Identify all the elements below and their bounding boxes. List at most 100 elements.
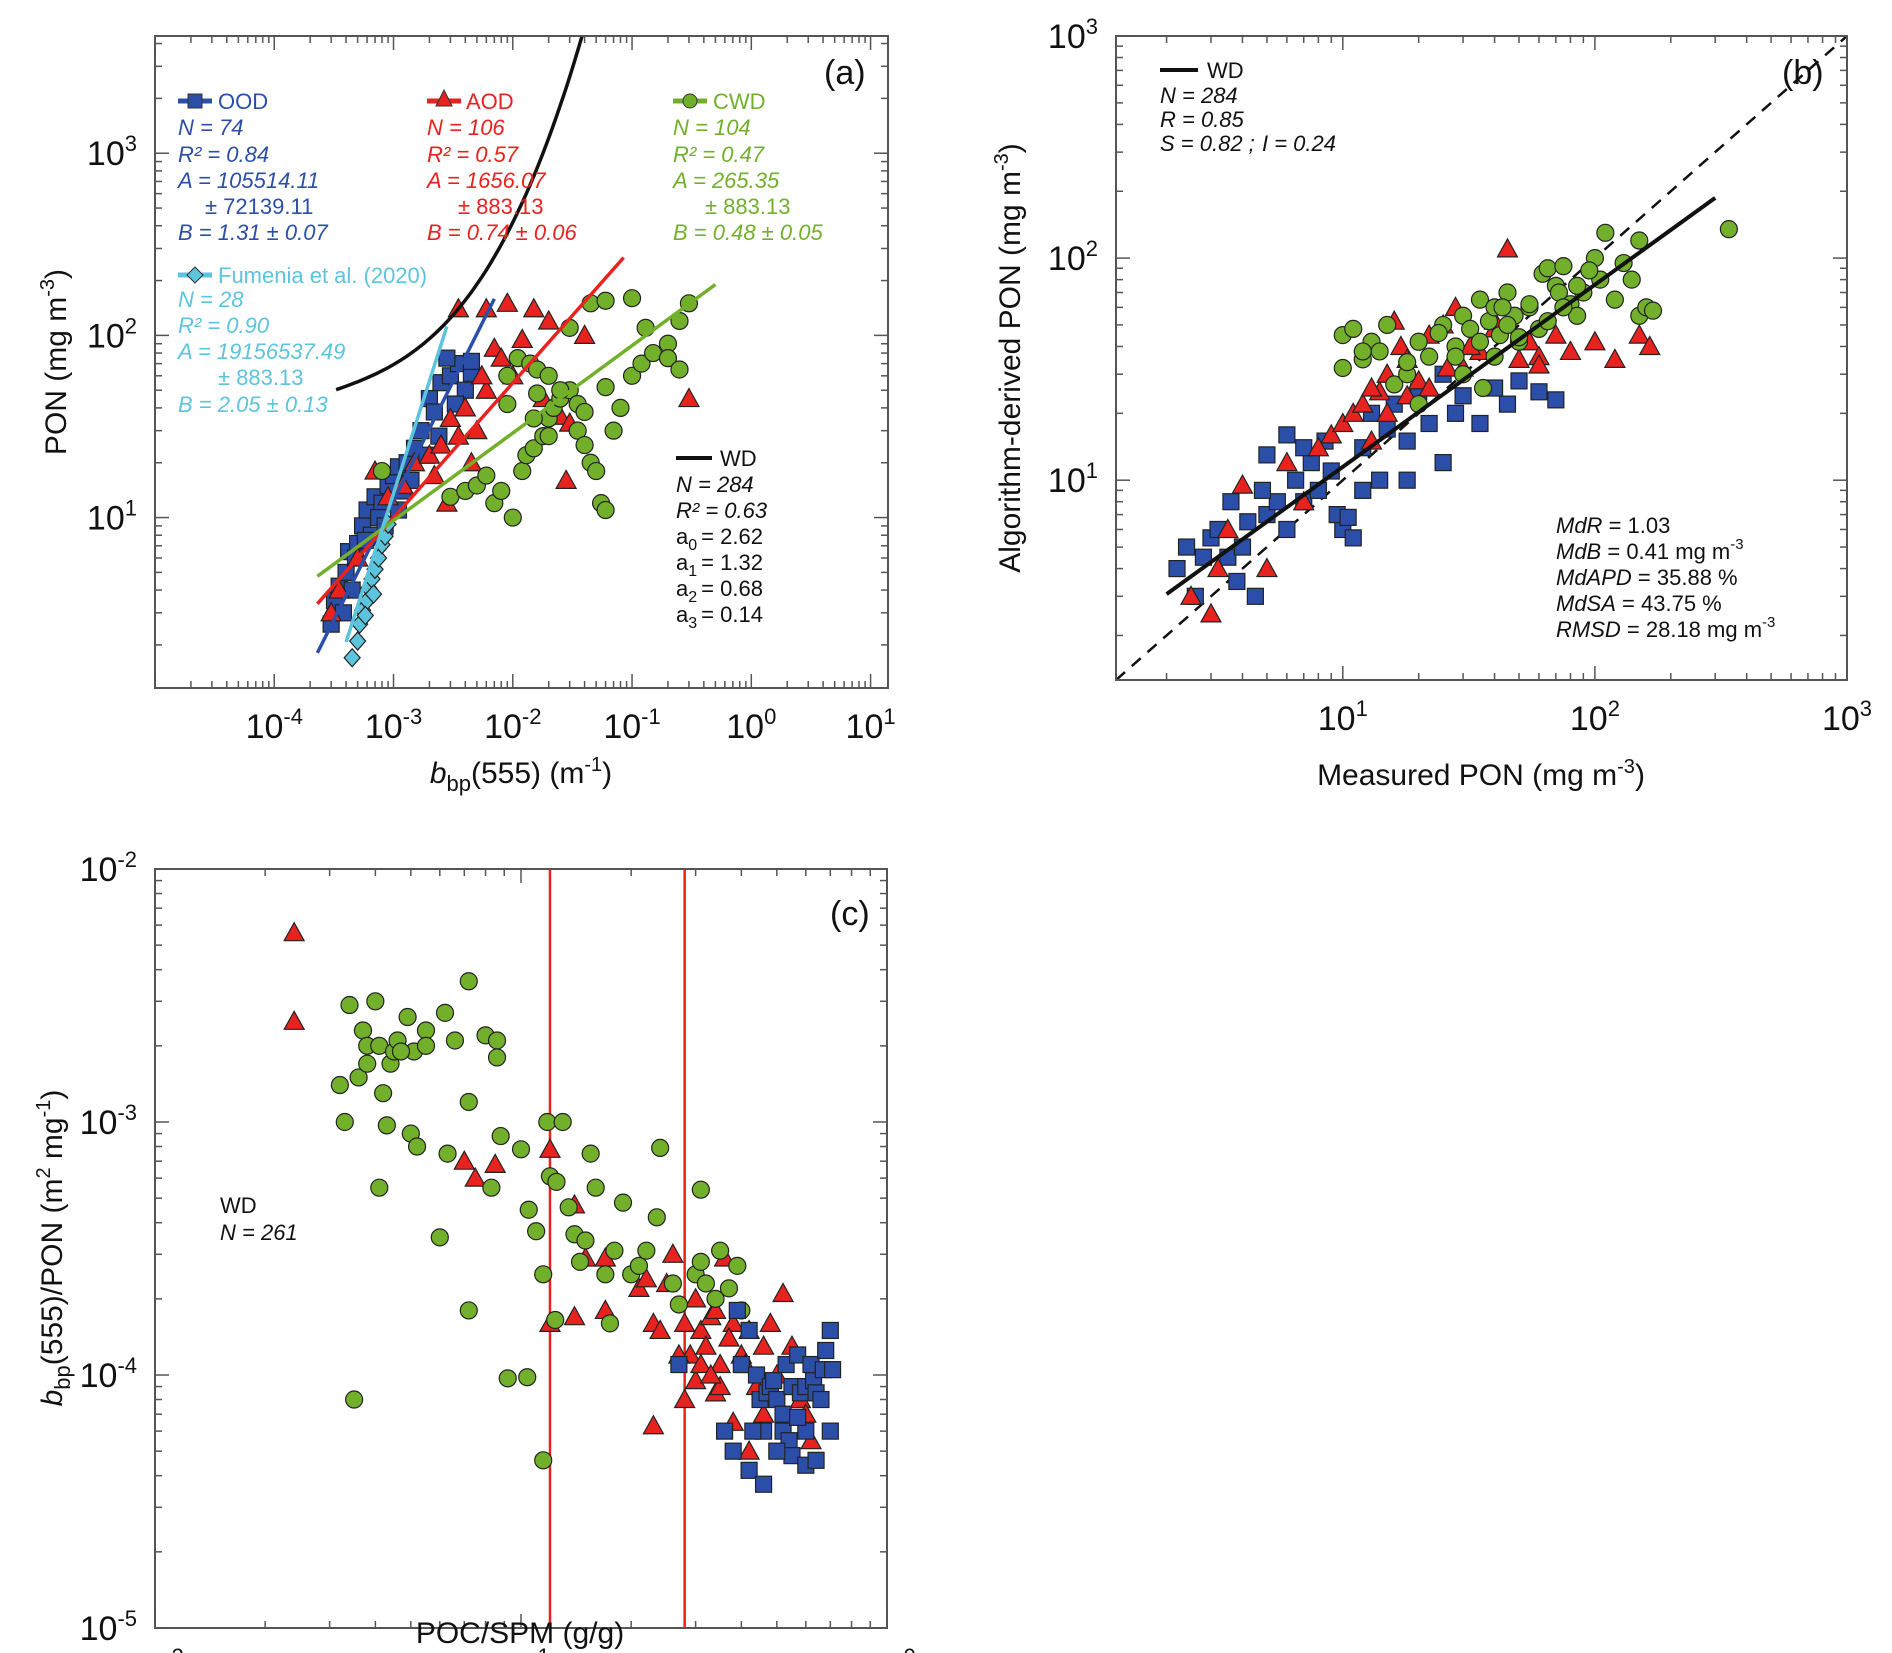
data-point-cwd xyxy=(487,1031,507,1050)
data-point-cwd xyxy=(534,1451,553,1470)
panel-c-plot-area: 10-2 10-1 10-0 10-5 10-4 10-3 10-2 xyxy=(80,847,916,1653)
data-point-cwd xyxy=(435,1003,455,1022)
legend-aod-b: B = 0.74 ± 0.06 xyxy=(427,220,577,245)
panel-b-x-axis-title: Measured PON (mg m-3) xyxy=(1317,756,1645,792)
data-point-cwd xyxy=(581,1144,600,1163)
data-point-cwd xyxy=(1580,261,1599,280)
data-point-aod xyxy=(649,1319,672,1340)
data-point-cwd xyxy=(1378,315,1397,335)
y-tick-label: 101 xyxy=(1048,458,1098,500)
data-point-aod xyxy=(283,921,306,942)
data-point-aod xyxy=(709,1353,732,1374)
data-point-cwd xyxy=(370,1178,389,1197)
panel-b-y-axis-title: Algorithm-derived PON (mg m-3) xyxy=(991,143,1027,573)
fit-line-fumenia xyxy=(344,325,449,643)
legend-aod-a: A = 1656.07 xyxy=(425,168,546,193)
legend-aod-a-err: ± 883.13 xyxy=(458,194,543,219)
panel-c-annotation-n: N = 261 xyxy=(220,1220,298,1245)
data-point-fumenia xyxy=(364,584,383,605)
wd-fit-curve xyxy=(335,36,584,392)
data-point-aod xyxy=(418,443,441,464)
data-point-ood xyxy=(1547,391,1565,409)
data-point-cwd xyxy=(407,1137,427,1156)
y-tick-label: 103 xyxy=(87,131,137,173)
data-point-aod xyxy=(328,578,351,599)
data-point-ood xyxy=(732,1355,750,1374)
data-point-ood xyxy=(1246,587,1264,605)
y-tick-label: 101 xyxy=(87,496,137,538)
panel-a-ticks xyxy=(154,36,888,688)
data-point-ood xyxy=(789,1408,807,1426)
panel-b-axes-frame xyxy=(1115,35,1848,681)
data-point-aod xyxy=(470,364,493,385)
data-point-cwd xyxy=(691,1180,710,1199)
data-point-cwd xyxy=(611,398,630,417)
stat-mdsa: MdSA = 43.75 % xyxy=(1556,591,1722,616)
legend-wd-name: WD xyxy=(720,446,757,471)
data-point-cwd xyxy=(1420,347,1439,366)
data-point-cwd xyxy=(1719,220,1738,239)
data-point-cwd xyxy=(1520,295,1539,314)
data-point-aod xyxy=(661,1243,684,1263)
data-point-cwd xyxy=(559,1198,578,1217)
stat-mdapd: MdAPD = 35.88 % xyxy=(1556,565,1738,590)
data-point-cwd xyxy=(658,349,678,368)
data-point-cwd xyxy=(1353,342,1372,361)
data-point-cwd xyxy=(576,1231,595,1250)
data-point-cwd xyxy=(1473,378,1493,398)
data-point-cwd xyxy=(519,1200,538,1219)
data-point-cwd xyxy=(491,1126,510,1146)
legend-aod: AOD N = 106 R² = 0.57 A = 1656.07 ± 883.… xyxy=(425,88,577,245)
legend-wd-a: WD N = 284 R² = 0.63 a0 = 2.62 a1 = 1.32 a… xyxy=(676,446,768,632)
data-point-aod xyxy=(1638,335,1661,356)
data-point-ood xyxy=(1510,372,1528,390)
data-point-cwd xyxy=(492,481,511,501)
data-point-cwd xyxy=(728,1256,747,1275)
fit-line-ood xyxy=(315,298,496,654)
y-tick-label: 102 xyxy=(1048,236,1098,278)
panel-a-x-axis-title: bbp(555) (m-1) xyxy=(430,754,612,796)
data-point-aod xyxy=(1583,330,1606,351)
data-point-cwd xyxy=(570,1252,590,1271)
data-point-cwd xyxy=(586,1178,605,1197)
series-cwd xyxy=(1333,220,1738,414)
data-point-cwd xyxy=(416,1036,436,1055)
data-point-aod xyxy=(709,1375,732,1396)
data-point-ood xyxy=(1454,387,1472,405)
data-point-aod xyxy=(1527,353,1550,374)
data-point-ood xyxy=(823,1361,842,1379)
legend-wd-b-i: I = 0.24 xyxy=(1262,131,1336,156)
legend-fumenia: Fumenia et al. (2020) N = 28 R² = 0.90 A… xyxy=(176,263,427,417)
data-point-cwd xyxy=(613,1193,633,1212)
data-point-aod xyxy=(490,346,513,367)
x-tick-label: 101 xyxy=(846,704,896,746)
data-point-ood xyxy=(670,1355,688,1374)
data-point-cwd xyxy=(575,402,594,422)
data-point-cwd xyxy=(374,1084,393,1103)
data-point-cwd xyxy=(629,1256,649,1275)
data-point-aod xyxy=(1216,518,1239,539)
data-point-cwd xyxy=(358,1054,377,1073)
data-point-ood xyxy=(1258,446,1276,464)
data-point-cwd xyxy=(647,1208,666,1227)
panel-b-data xyxy=(1116,36,1847,680)
x-tick-label: 10-2 xyxy=(126,1644,183,1653)
series-aod xyxy=(320,292,700,622)
panel-a-legend: OOD N = 74 R² = 0.84 A = 105514.11 ± 721… xyxy=(176,88,823,632)
data-point-aod xyxy=(717,1326,740,1347)
data-point-aod xyxy=(673,1388,696,1409)
data-point-cwd xyxy=(1538,259,1557,278)
legend-ood-b: B = 1.31 ± 0.07 xyxy=(178,220,328,245)
legend-fumenia-diamond-icon xyxy=(186,266,204,284)
legend-wd-n: N = 284 xyxy=(676,472,754,497)
data-point-cwd xyxy=(1493,298,1512,317)
wd-regression-line xyxy=(1165,196,1717,596)
data-point-cwd xyxy=(498,366,517,385)
series-fumenia xyxy=(343,514,397,668)
data-point-cwd xyxy=(349,1068,368,1087)
panel-c-label: (c) xyxy=(830,895,870,933)
data-point-cwd xyxy=(596,500,615,520)
data-point-aod xyxy=(673,1312,696,1332)
data-point-aod xyxy=(677,387,700,408)
data-point-cwd xyxy=(1461,319,1480,338)
